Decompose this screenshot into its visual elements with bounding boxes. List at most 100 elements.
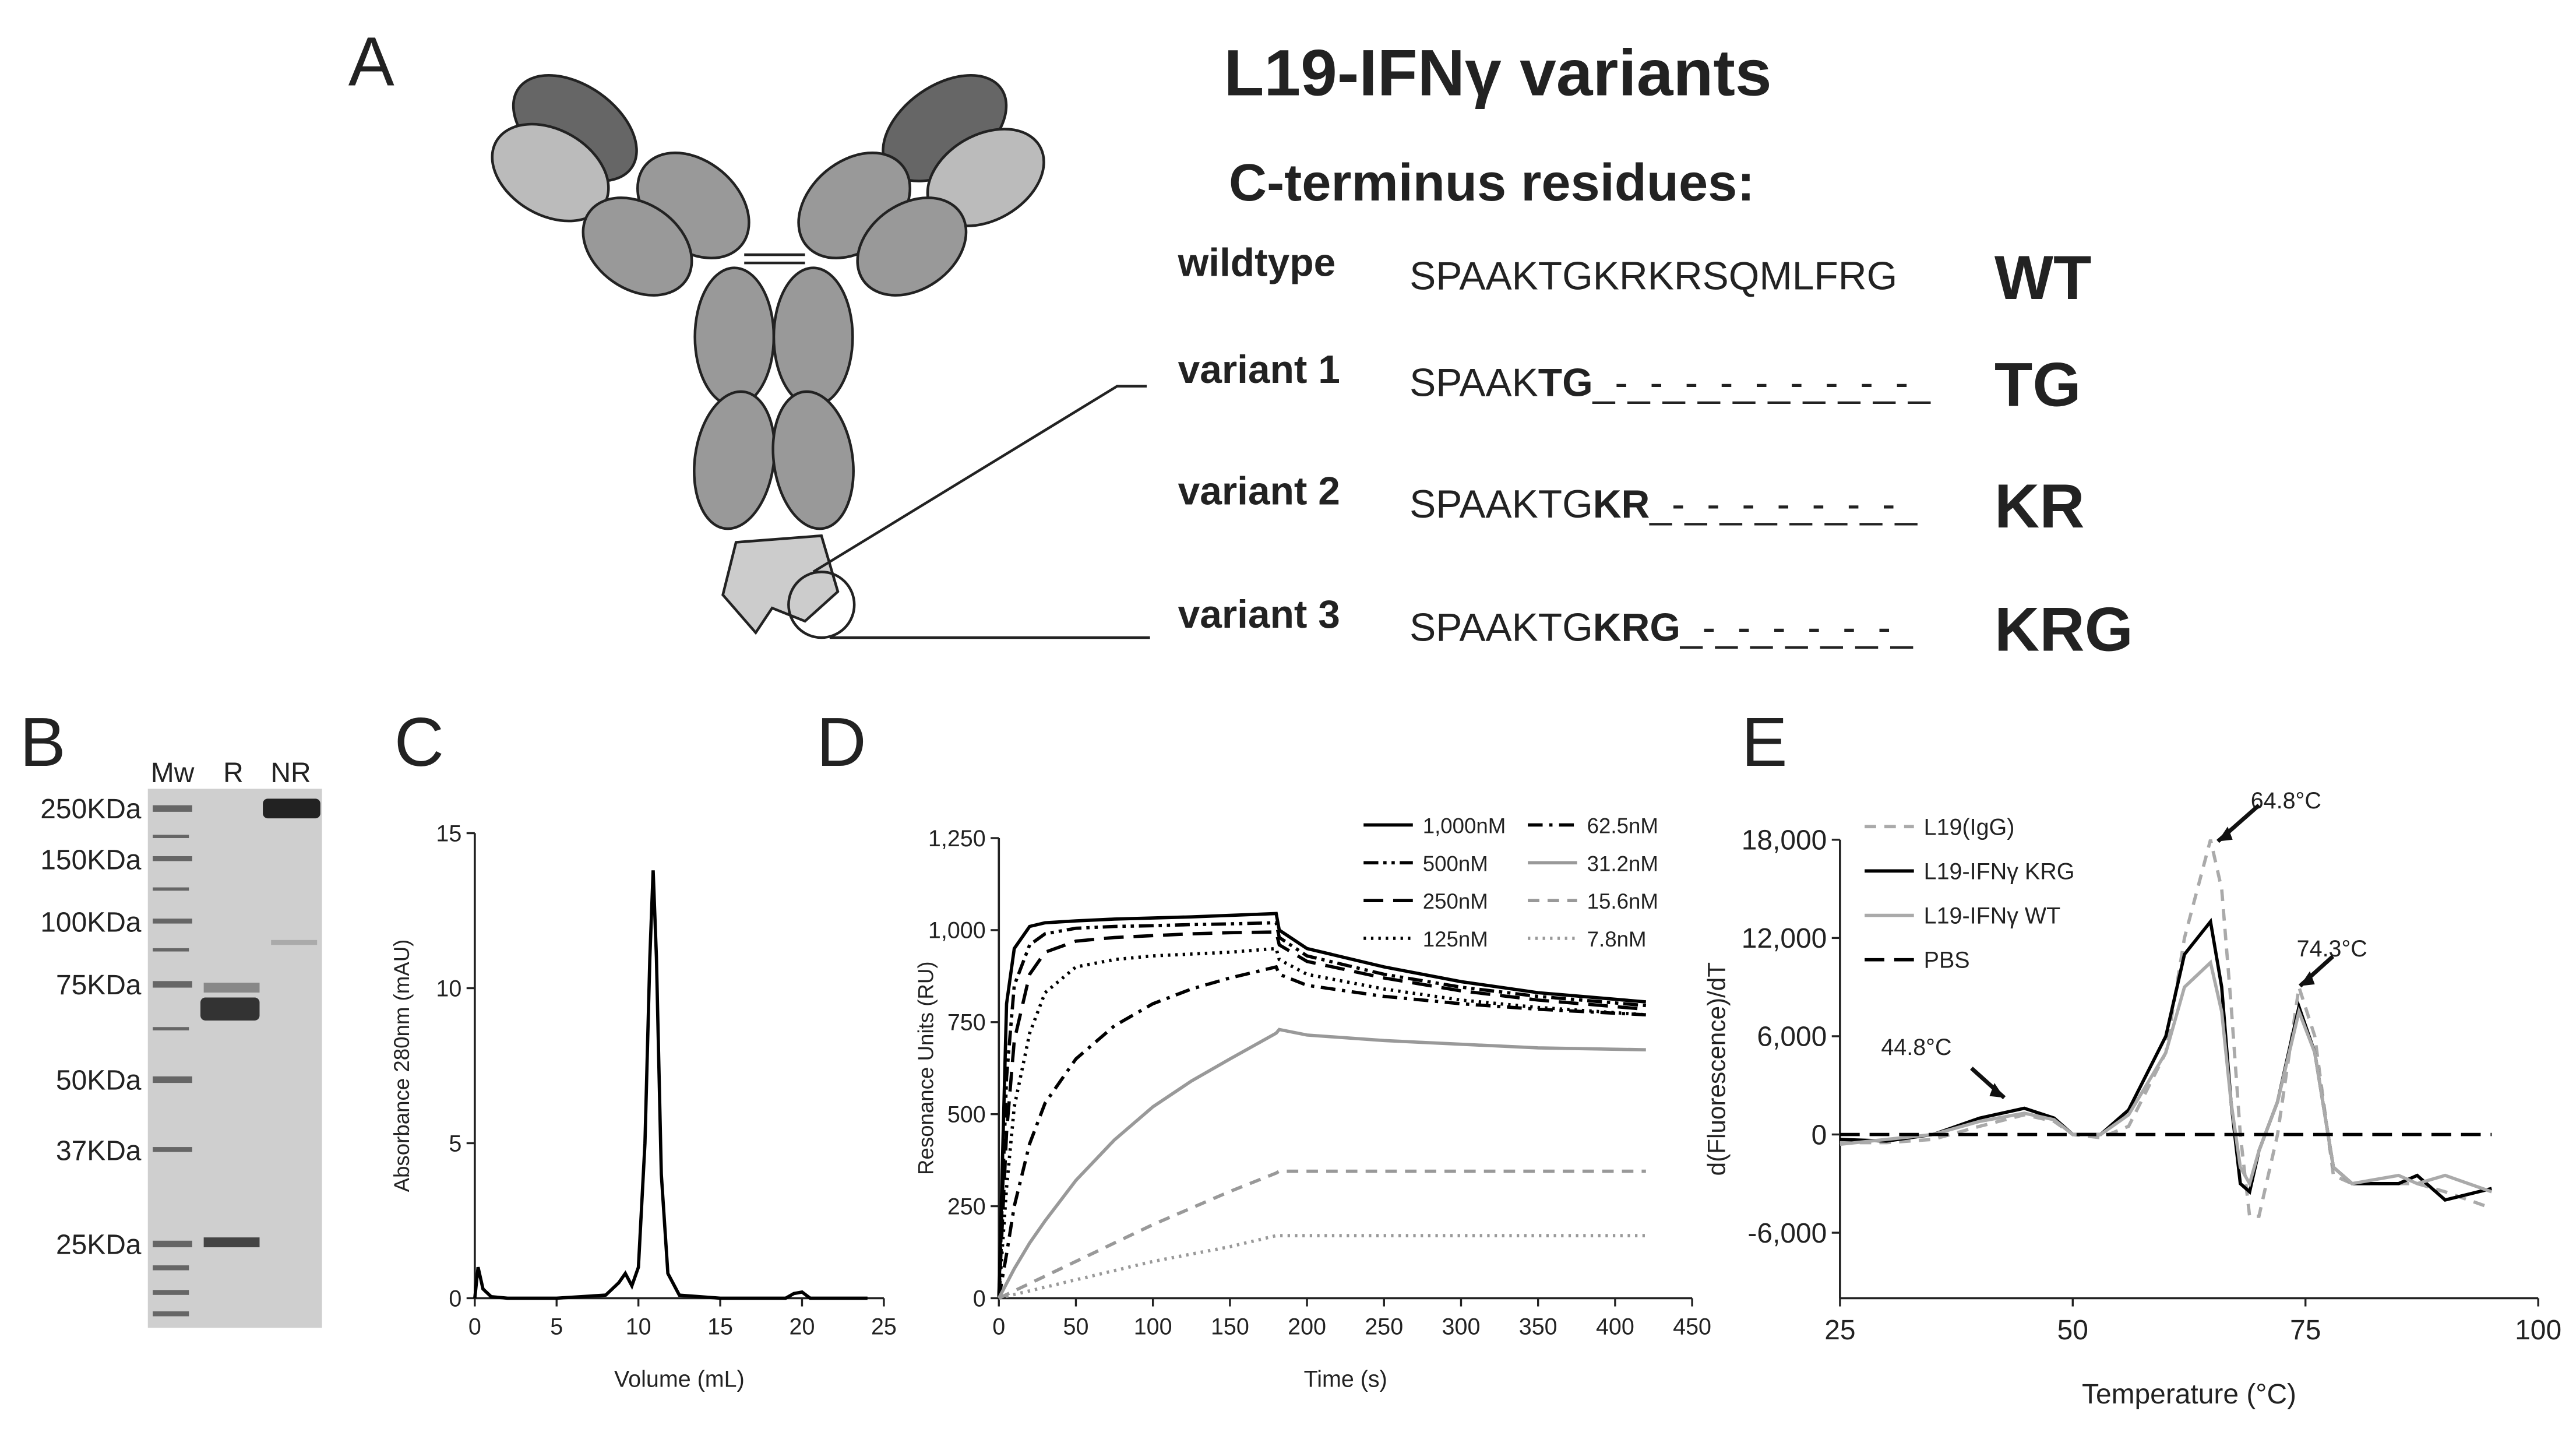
marker-label: 25KDa — [56, 1229, 142, 1260]
variant-sequence: SPAAKTGKRG_-_-_-_-_-_-_ — [1409, 606, 1914, 650]
sequence-part: _-_-_-_-_-_-_-_-_-_ — [1592, 361, 1931, 405]
legend-label: 1,000nM — [1423, 814, 1506, 838]
x-tick-label: 15 — [707, 1314, 733, 1339]
arrow-head — [2300, 971, 2315, 986]
chart: D 0 250 500 750 1,000 1,250 0 50 100 150 200 250 300 3… — [816, 704, 1711, 1392]
panel-label: B — [20, 704, 66, 781]
x-tick-label: 100 — [2515, 1315, 2561, 1346]
y-tick-label: 1,250 — [928, 826, 986, 852]
x-tick-label: 20 — [790, 1314, 815, 1339]
marker-label: 100KDa — [40, 907, 142, 938]
data-line — [998, 1169, 1646, 1300]
sequence-part: _-_-_-_-_-_-_-_ — [1648, 483, 1918, 526]
variant-tag: WT — [1994, 242, 2092, 312]
data-line — [997, 930, 1647, 1299]
sequence-part: KR — [1593, 483, 1650, 526]
x-tick-label: 150 — [1211, 1314, 1249, 1339]
data-line — [997, 947, 1646, 1299]
arrow-head — [1989, 1083, 2004, 1098]
gel-labels: Mw R NR 250KDa 150KDa 100KDa 75KDa 50KDa 37KDa 25… — [40, 758, 311, 1260]
y-axis-label: Absorbance 280nm (mAU) — [390, 940, 414, 1192]
x-axis-label: Time (s) — [1304, 1367, 1387, 1392]
annotation: 64.8°C — [2251, 788, 2321, 814]
x-tick-label: 350 — [1519, 1314, 1557, 1339]
data-line — [997, 921, 1647, 1299]
y-tick-label: 1,000 — [928, 918, 986, 944]
x-tick-label: 10 — [626, 1314, 651, 1339]
lane-label: Mw — [151, 758, 195, 789]
y-tick-label: -6,000 — [1747, 1218, 1827, 1249]
y-tick-label: 500 — [947, 1102, 986, 1127]
annotation: 44.8°C — [1881, 1035, 1951, 1060]
legend-label: 31.2nM — [1587, 852, 1658, 875]
legend-label: 15.6nM — [1587, 889, 1658, 913]
y-tick-label: 12,000 — [1742, 923, 1827, 954]
y-tick-label: 0 — [449, 1286, 461, 1311]
x-tick-label: 50 — [1063, 1314, 1089, 1339]
data-line — [1840, 839, 2493, 1218]
chart: C 0 5 10 15 0 5 10 15 20 25 Volume (mL) Absorbance 2… — [390, 704, 897, 1392]
panel-subtitle: C-terminus residues: — [1229, 153, 1754, 212]
variant-sequence: SPAAKTG_-_-_-_-_-_-_-_-_-_ — [1409, 361, 1931, 405]
variant-name: wildtype — [1178, 241, 1336, 285]
legend-label: L19-IFNγ KRG — [1924, 859, 2075, 884]
marker-label: 250KDa — [40, 794, 142, 825]
x-tick-label: 75 — [2290, 1315, 2321, 1346]
y-axis-label: d(Fluorescence)/dT — [1703, 962, 1730, 1176]
legend-label: 500nM — [1423, 852, 1488, 875]
lane-label: R — [223, 758, 244, 789]
x-tick-label: 0 — [468, 1314, 481, 1339]
legend-label: L19-IFNγ WT — [1924, 903, 2061, 929]
x-tick-label: 450 — [1673, 1314, 1711, 1339]
legend-label: 7.8nM — [1587, 927, 1647, 951]
variant-name: variant 2 — [1178, 470, 1340, 513]
marker-label: 150KDa — [40, 845, 142, 876]
x-tick-label: 250 — [1365, 1314, 1403, 1339]
data-line — [473, 870, 868, 1300]
variant-tag: TG — [1994, 349, 2081, 419]
legend-label: 125nM — [1423, 927, 1488, 951]
x-tick-label: 50 — [2057, 1315, 2088, 1346]
y-tick-label: 0 — [1812, 1120, 1827, 1150]
sequence-part: _-_-_-_-_-_-_ — [1679, 606, 1914, 650]
x-tick-label: 400 — [1596, 1314, 1634, 1339]
sequence-part: TG — [1538, 361, 1593, 405]
data-line — [997, 1028, 1646, 1299]
x-tick-label: 300 — [1442, 1314, 1481, 1339]
variant-sequence: SPAAKTGKR_-_-_-_-_-_-_-_ — [1409, 483, 1918, 526]
sequence-part: SPAAK — [1409, 361, 1538, 405]
marker-label: 75KDa — [56, 970, 142, 1001]
variant-rows: wildtype SPAAKTGKRKRSQMLFRG WT variant 1 SPA… — [1178, 241, 2133, 664]
variant-tag: KRG — [1994, 594, 2133, 664]
legend-label: 62.5nM — [1587, 814, 1658, 838]
y-tick-label: 750 — [947, 1010, 986, 1036]
sequence-part: SPAAKTG — [1409, 483, 1593, 526]
legend-label: 250nM — [1423, 889, 1488, 913]
panel-label: C — [394, 704, 445, 781]
variant-name: variant 3 — [1178, 593, 1340, 636]
data-line — [997, 912, 1647, 1299]
lane-label: NR — [270, 758, 311, 789]
panel-label: E — [1742, 704, 1788, 781]
y-tick-label: 18,000 — [1742, 825, 1827, 856]
marker-label: 37KDa — [56, 1136, 142, 1167]
sequence-part: SPAAKTGKRKRSQMLFRG — [1409, 254, 1897, 298]
data-line — [997, 965, 1646, 1299]
x-tick-label: 25 — [871, 1314, 897, 1339]
y-tick-label: 0 — [973, 1286, 986, 1311]
x-axis-label: Temperature (°C) — [2082, 1379, 2296, 1410]
sequence-part: KRG — [1593, 606, 1680, 650]
variant-tag: KR — [1994, 471, 2085, 541]
x-tick-label: 100 — [1134, 1314, 1172, 1339]
variant-name: variant 1 — [1178, 348, 1340, 392]
panel-label: A — [348, 24, 394, 101]
x-tick-label: 200 — [1288, 1314, 1326, 1339]
y-tick-label: 5 — [449, 1131, 461, 1156]
data-line — [998, 1234, 1646, 1300]
y-axis-label: Resonance Units (RU) — [914, 961, 938, 1175]
arrow-head — [2218, 826, 2233, 842]
marker-label: 50KDa — [56, 1065, 142, 1096]
